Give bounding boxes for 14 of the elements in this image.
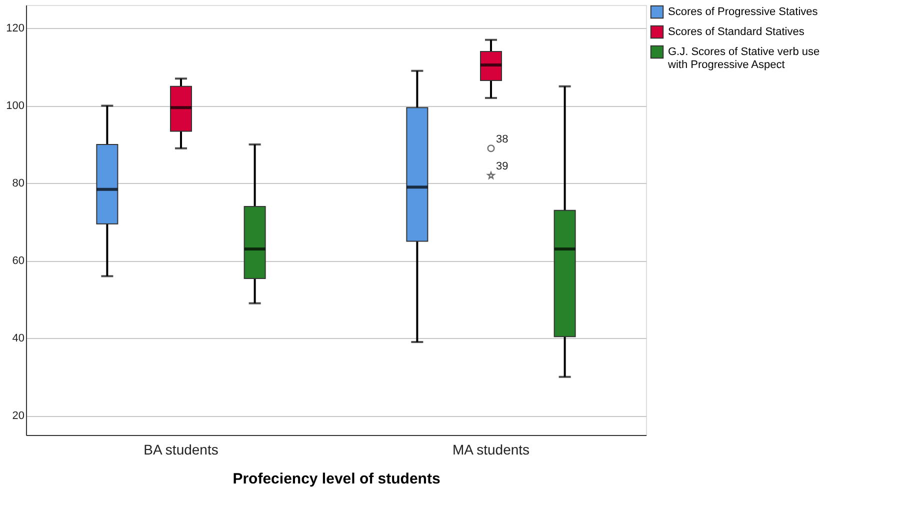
y-tick-label: 60 <box>12 255 24 268</box>
y-tick-label: 20 <box>12 410 24 422</box>
annotation: 38 <box>496 133 508 146</box>
y-tick-label: 100 <box>6 100 24 112</box>
x-tick-label: MA students <box>452 442 530 458</box>
legend-label: G.J. Scores of Stative verb use with Progressive Aspect <box>667 46 820 71</box>
x-tick-label: BA students <box>144 442 218 458</box>
legend-label: Scores of Progressive Statives <box>668 6 818 18</box>
x-axis-title: Profeciency level of students <box>232 470 440 488</box>
y-tick-label: 80 <box>12 178 24 190</box>
annotation: 39 <box>496 160 508 172</box>
y-tick-label: 40 <box>12 332 24 345</box>
y-tick-label: 120 <box>6 22 24 35</box>
legend-label: Scores of Standard Statives <box>668 26 805 38</box>
